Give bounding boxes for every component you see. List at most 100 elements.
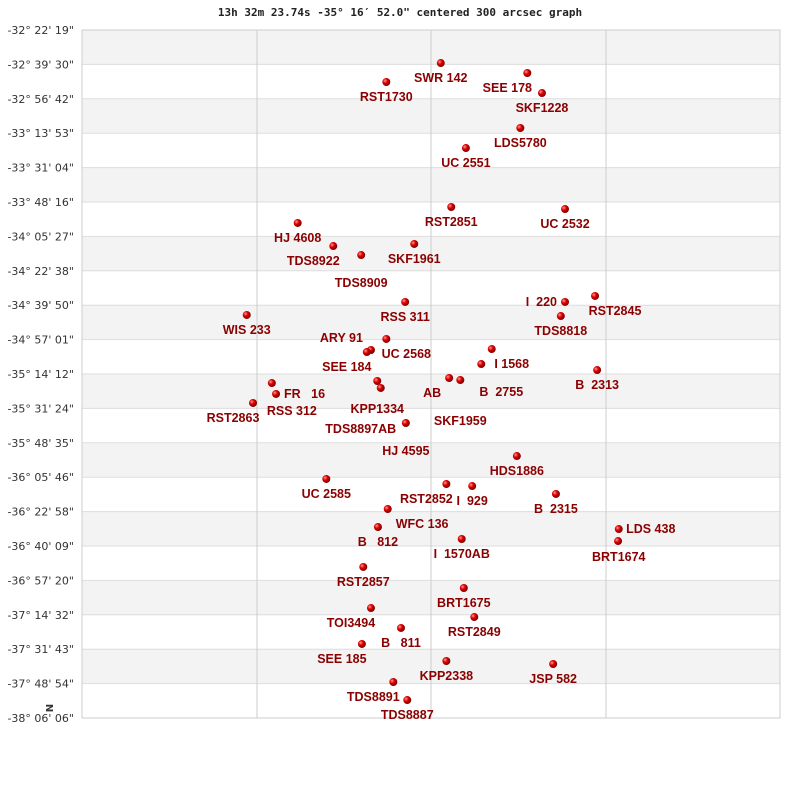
star-label: B 811 — [381, 636, 421, 650]
star-label: AB — [423, 386, 441, 400]
star-marker — [382, 334, 391, 343]
star-marker — [456, 376, 465, 385]
y-tick-label: -36° 05' 46" — [7, 471, 74, 484]
star-marker — [373, 522, 382, 531]
star-marker — [516, 123, 525, 132]
star-label: LDS5780 — [494, 136, 547, 150]
star-marker — [561, 297, 570, 306]
y-tick-label: -33° 13' 53" — [7, 127, 74, 140]
star-label: TDS8909 — [335, 276, 388, 290]
plot-frame — [81, 29, 781, 719]
star-label: RST2863 — [207, 411, 260, 425]
star-label: BRT1675 — [437, 596, 491, 610]
star-label: TDS8891 — [347, 690, 400, 704]
star-label: TDS8922 — [287, 254, 340, 268]
chart-title: 13h 32m 23.74s -35° 16′ 52.0" centered 3… — [217, 6, 583, 19]
star-marker — [322, 474, 331, 483]
star-marker — [614, 537, 623, 546]
y-tick-label: -34° 39' 50" — [7, 299, 74, 312]
y-tick-label: -36° 40' 09" — [7, 540, 74, 553]
y-tick-label: -32° 39' 30" — [7, 58, 74, 71]
star-label: I 220 — [526, 295, 557, 309]
star-label: UC 2551 — [441, 156, 490, 170]
star-marker — [401, 297, 410, 306]
y-tick-label: -33° 31' 04" — [7, 162, 74, 175]
star-marker — [329, 242, 338, 251]
y-tick-label: -34° 57' 01" — [7, 334, 74, 347]
star-marker — [389, 678, 398, 687]
star-label: SEE 178 — [483, 81, 532, 95]
star-marker — [561, 205, 570, 214]
star-marker — [442, 480, 451, 489]
star-marker — [249, 398, 258, 407]
star-marker — [442, 657, 451, 666]
star-marker — [396, 623, 405, 632]
star-label: B 2315 — [534, 502, 578, 516]
star-marker — [436, 59, 445, 68]
star-label: HDS1886 — [490, 464, 544, 478]
star-marker — [362, 348, 371, 357]
y-tick-label: -37° 31' 43" — [7, 643, 74, 656]
y-tick-label: -36° 57' 20" — [7, 574, 74, 587]
star-marker — [272, 389, 281, 398]
star-marker — [461, 144, 470, 153]
star-label: LDS 438 — [626, 522, 675, 536]
star-marker — [512, 452, 521, 461]
y-tick-label: -35° 31' 24" — [7, 402, 74, 415]
star-label: SWR 142 — [414, 71, 468, 85]
star-label: SEE 185 — [317, 652, 366, 666]
star-label: SKF1959 — [434, 414, 487, 428]
star-label: I 1570AB — [434, 547, 490, 561]
star-label: HJ 4608 — [274, 231, 321, 245]
star-marker — [556, 312, 565, 321]
y-tick-label: -32° 56' 42" — [7, 93, 74, 106]
star-label: UC 2568 — [382, 347, 431, 361]
y-tick-label: -37° 48' 54" — [7, 678, 74, 691]
star-label: B 2313 — [575, 378, 619, 392]
star-label: FR 16 — [284, 387, 325, 401]
star-marker — [382, 78, 391, 87]
star-marker — [293, 218, 302, 227]
star-label: TOI3494 — [327, 616, 375, 630]
y-tick-label: -38° 06' 06" — [7, 712, 74, 725]
star-label: KPP1334 — [350, 402, 404, 416]
star-label: JSP 582 — [529, 672, 577, 686]
star-marker — [357, 639, 366, 648]
star-label: RST2857 — [337, 575, 390, 589]
star-label: WFC 136 — [396, 517, 449, 531]
y-tick-label: -35° 14' 12" — [7, 368, 74, 381]
star-marker — [614, 525, 623, 534]
star-label: ARY 91 — [320, 331, 363, 345]
star-label: HJ 4595 — [382, 444, 429, 458]
star-label: UC 2532 — [540, 217, 589, 231]
star-marker — [401, 419, 410, 428]
star-label: RST2852 — [400, 492, 453, 506]
north-indicator: N — [45, 704, 56, 712]
y-tick-label: -35° 48' 35" — [7, 437, 74, 450]
star-marker — [376, 383, 385, 392]
y-tick-label: -34° 05' 27" — [7, 230, 74, 243]
star-marker — [459, 583, 468, 592]
star-marker — [383, 504, 392, 513]
star-marker — [549, 660, 558, 669]
star-label: SKF1228 — [516, 101, 569, 115]
y-tick-label: -36° 22' 58" — [7, 506, 74, 519]
star-marker — [403, 696, 412, 705]
star-marker — [457, 535, 466, 544]
star-label: RST2849 — [448, 625, 501, 639]
star-marker — [523, 68, 532, 77]
star-marker — [468, 482, 477, 491]
star-marker — [447, 203, 456, 212]
star-label: B 2755 — [479, 385, 523, 399]
star-marker — [551, 489, 560, 498]
star-label: RSS 312 — [267, 404, 317, 418]
star-marker — [410, 239, 419, 248]
star-label: UC 2585 — [302, 487, 351, 501]
star-marker — [366, 604, 375, 613]
star-marker — [357, 251, 366, 260]
star-marker — [470, 613, 479, 622]
star-label: RST1730 — [360, 90, 413, 104]
star-label: KPP2338 — [420, 669, 474, 683]
y-tick-label: -33° 48' 16" — [7, 196, 74, 209]
star-marker — [359, 562, 368, 571]
